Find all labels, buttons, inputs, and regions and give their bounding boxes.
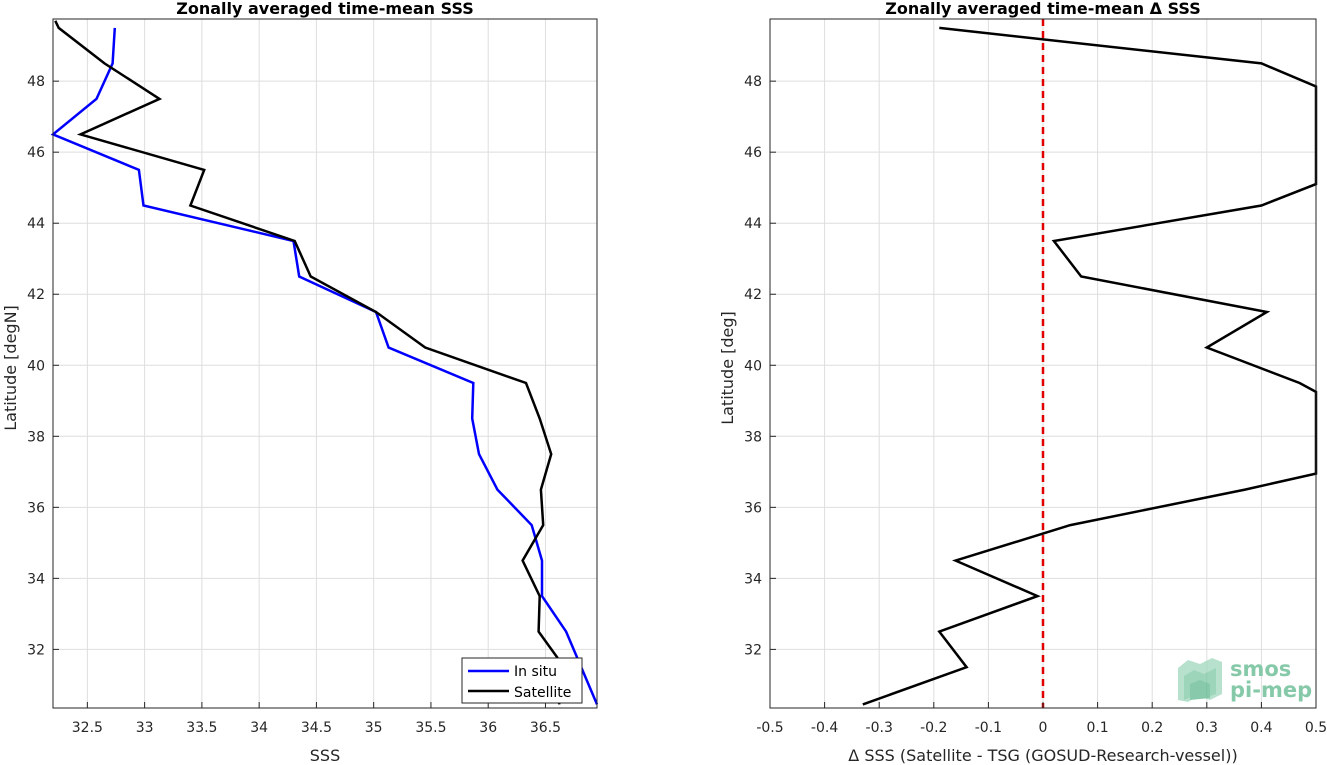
left-x-tick-label: 34.5 [301, 720, 332, 736]
logo-text-smos: smos [1230, 657, 1291, 681]
left-x-tick-label: 35 [365, 720, 383, 736]
left-y-tick-label: 44 [27, 216, 45, 232]
logo-wave-icon [1178, 658, 1222, 702]
left-y-tick-label: 34 [27, 571, 45, 587]
left-x-axis-label: SSS [310, 746, 340, 765]
right-y-tick-label: 42 [744, 287, 762, 303]
right-x-tick-label: -0.5 [756, 720, 783, 736]
right-x-tick-label: 0.4 [1250, 720, 1272, 736]
left-y-tick-label: 32 [27, 642, 45, 658]
left-y-tick-label: 48 [27, 74, 45, 90]
left-x-tick-label: 33 [136, 720, 154, 736]
left-y-axis-label: Latitude [degN] [1, 305, 20, 431]
series-line-satellite [54, 20, 561, 705]
right-x-tick-label: 0 [1039, 720, 1048, 736]
right-y-tick-label: 48 [744, 74, 762, 90]
right-x-tick-label: 0.2 [1141, 720, 1163, 736]
left-y-tick-label: 38 [27, 429, 45, 445]
right-x-ticks: -0.5 -0.4 -0.3 -0.2 -0.1 0 0.1 0.2 0.3 0.4 0.5 [756, 702, 1327, 736]
left-y-tick-label: 40 [27, 358, 45, 374]
left-chart-panel: 32.5 33 33.5 34 34.5 35 35.5 36 36.5 32 34 36 38 40 4… [1, 0, 599, 765]
left-x-tick-label: 35.5 [415, 720, 446, 736]
right-x-tick-label: 0.5 [1305, 720, 1327, 736]
left-x-tick-label: 32.5 [72, 720, 103, 736]
right-y-tick-label: 38 [744, 429, 762, 445]
right-x-tick-label: -0.3 [866, 720, 893, 736]
right-y-tick-label: 34 [744, 571, 762, 587]
right-x-axis-label: Δ SSS (Satellite - TSG (GOSUD-Research-v… [848, 746, 1237, 765]
left-x-tick-label: 36 [479, 720, 497, 736]
legend-label-in-situ: In situ [514, 664, 557, 680]
right-y-tick-label: 40 [744, 358, 762, 374]
logo-text-pi-mep: pi-mep [1230, 678, 1312, 702]
left-y-tick-label: 46 [27, 145, 45, 161]
left-chart-title: Zonally averaged time-mean SSS [176, 0, 474, 18]
right-y-ticks: 32 34 36 38 40 42 44 46 48 [744, 74, 776, 658]
left-axes-frame [52, 18, 598, 709]
right-grid [770, 19, 1316, 708]
right-y-tick-label: 36 [744, 500, 762, 516]
left-x-tick-label: 34 [250, 720, 268, 736]
right-x-tick-label: -0.4 [811, 720, 838, 736]
legend-label-satellite: Satellite [514, 685, 571, 701]
right-x-tick-label: -0.2 [920, 720, 947, 736]
right-y-tick-label: 32 [744, 642, 762, 658]
right-y-tick-label: 44 [744, 216, 762, 232]
right-x-tick-label: -0.1 [975, 720, 1002, 736]
right-x-tick-label: 0.1 [1086, 720, 1108, 736]
legend-box [461, 657, 583, 704]
right-chart-panel: -0.5 -0.4 -0.3 -0.2 -0.1 0 0.1 0.2 0.3 0.4 0.5 323… [718, 0, 1327, 765]
left-y-tick-label: 36 [27, 500, 45, 516]
legend: In situ Satellite [461, 657, 583, 704]
left-plot-area [53, 19, 597, 708]
right-y-axis-label: Latitude [deg] [718, 311, 737, 425]
left-grid [53, 19, 597, 708]
right-x-tick-label: 0.3 [1196, 720, 1218, 736]
left-x-tick-label: 33.5 [186, 720, 217, 736]
smos-pi-mep-logo: smos pi-mep [1178, 657, 1312, 702]
left-x-tick-label: 36.5 [530, 720, 561, 736]
left-y-ticks: 32 34 36 38 40 42 44 46 48 [27, 74, 59, 658]
left-x-ticks: 32.5 33 33.5 34 34.5 35 35.5 36 36.5 [72, 702, 561, 736]
right-chart-title: Zonally averaged time-mean Δ SSS [885, 0, 1201, 18]
left-y-tick-label: 42 [27, 287, 45, 303]
right-y-tick-label: 46 [744, 145, 762, 161]
